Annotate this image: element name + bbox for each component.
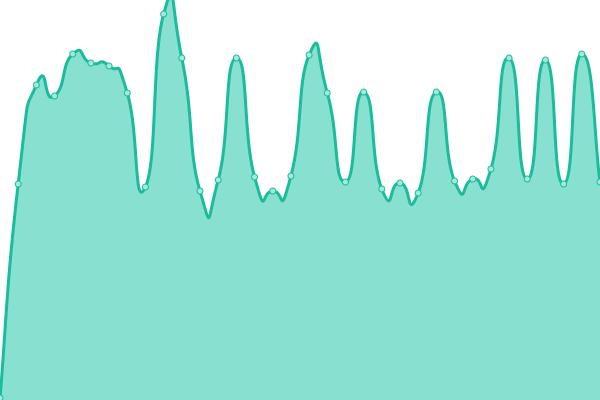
data-point-9 bbox=[160, 10, 168, 18]
data-point-3 bbox=[51, 92, 59, 100]
data-point-1 bbox=[14, 180, 22, 188]
data-point-18 bbox=[323, 89, 331, 97]
data-point-16 bbox=[287, 172, 295, 180]
data-point-13 bbox=[232, 54, 240, 62]
data-point-32 bbox=[578, 50, 586, 58]
data-point-33 bbox=[596, 178, 600, 186]
data-point-15 bbox=[269, 187, 277, 195]
data-point-27 bbox=[487, 165, 495, 173]
data-point-0 bbox=[0, 394, 4, 400]
data-point-21 bbox=[378, 185, 386, 193]
data-point-25 bbox=[451, 177, 459, 185]
data-point-4 bbox=[69, 50, 77, 58]
data-point-23 bbox=[414, 189, 422, 197]
data-point-19 bbox=[341, 178, 349, 186]
data-point-10 bbox=[178, 54, 186, 62]
data-point-30 bbox=[541, 56, 549, 64]
data-point-2 bbox=[32, 81, 40, 89]
data-markers bbox=[0, 10, 600, 400]
data-point-6 bbox=[105, 62, 113, 70]
data-point-8 bbox=[141, 183, 149, 191]
data-point-20 bbox=[360, 88, 368, 96]
data-point-17 bbox=[305, 51, 313, 59]
data-point-24 bbox=[432, 88, 440, 96]
data-point-29 bbox=[523, 175, 531, 183]
data-point-11 bbox=[196, 187, 204, 195]
data-point-26 bbox=[469, 175, 477, 183]
data-point-5 bbox=[87, 59, 95, 67]
data-point-7 bbox=[123, 89, 131, 97]
data-point-28 bbox=[505, 54, 513, 62]
data-point-12 bbox=[214, 176, 222, 184]
data-point-22 bbox=[396, 179, 404, 187]
data-point-31 bbox=[560, 180, 568, 188]
data-point-14 bbox=[251, 173, 259, 181]
